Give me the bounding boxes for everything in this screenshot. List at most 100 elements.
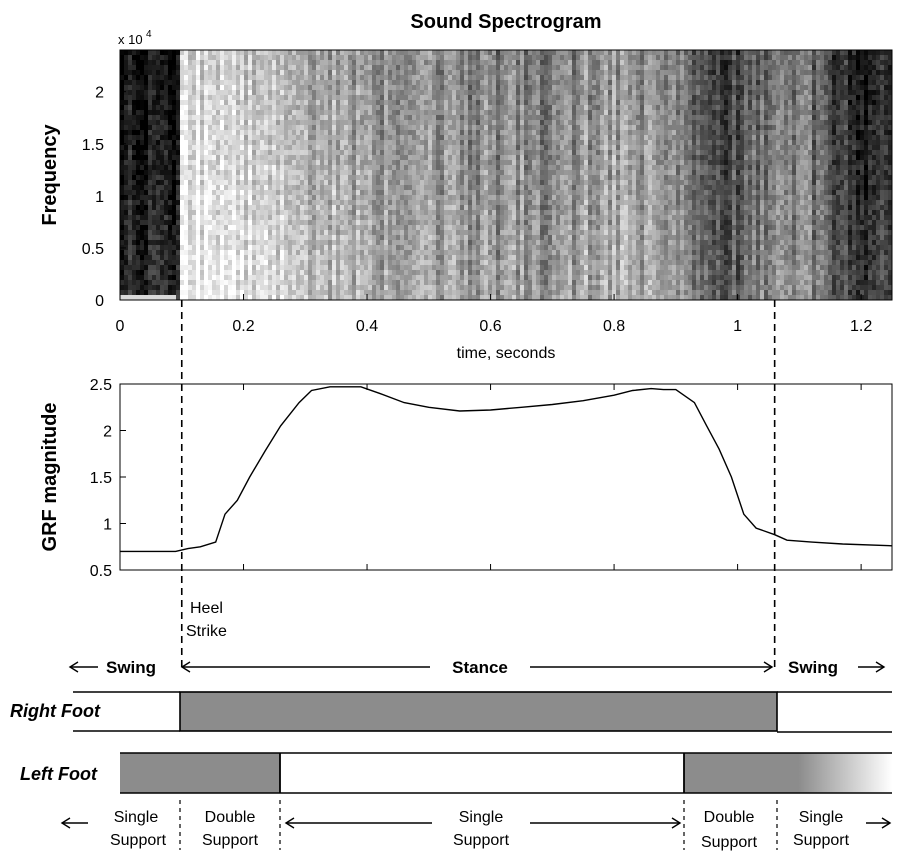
spectrogram-cell bbox=[168, 240, 173, 246]
spectrogram-cell bbox=[484, 240, 489, 246]
spectrogram-cell bbox=[452, 90, 457, 96]
spectrogram-cell bbox=[168, 100, 173, 106]
spectrogram-cell bbox=[212, 255, 217, 261]
spectrogram-cell bbox=[164, 265, 169, 271]
spectrogram-cell bbox=[248, 145, 253, 151]
spectrogram-cell bbox=[140, 85, 145, 91]
spectrogram-cell bbox=[268, 240, 273, 246]
spectrogram-cell bbox=[412, 120, 417, 126]
spectrogram-cell bbox=[516, 230, 521, 236]
spectrogram-cell bbox=[392, 50, 397, 56]
spectrogram-cell bbox=[512, 210, 517, 216]
spectrogram-cell bbox=[256, 100, 261, 106]
spectrogram-cell bbox=[264, 225, 269, 231]
spectrogram-cell bbox=[132, 260, 137, 266]
spectrogram-cell bbox=[484, 250, 489, 256]
spectrogram-cell bbox=[404, 170, 409, 176]
spectrogram-cell bbox=[476, 145, 481, 151]
spectrogram-cell bbox=[216, 180, 221, 186]
spectrogram-cell bbox=[136, 185, 141, 191]
spectrogram-cell bbox=[364, 205, 369, 211]
spectrogram-cell bbox=[140, 165, 145, 171]
spectrogram-cell bbox=[192, 250, 197, 256]
spectrogram-cell bbox=[416, 115, 421, 121]
spectrogram-cell bbox=[336, 165, 341, 171]
spectrogram-cell bbox=[284, 170, 289, 176]
spectrogram-cell bbox=[128, 280, 133, 286]
spectrogram-cell bbox=[260, 230, 265, 236]
spectrogram-cell bbox=[420, 220, 425, 226]
spectrogram-cell bbox=[220, 150, 225, 156]
spectrogram-cell bbox=[288, 245, 293, 251]
spectrogram-cell bbox=[380, 260, 385, 266]
spectrogram-cell bbox=[228, 265, 233, 271]
spectrogram-cell bbox=[276, 210, 281, 216]
spectrogram-cell bbox=[488, 230, 493, 236]
spectrogram-cell bbox=[400, 230, 405, 236]
spectrogram-cell bbox=[324, 195, 329, 201]
spectrogram-cell bbox=[256, 195, 261, 201]
spectrogram-cell bbox=[316, 190, 321, 196]
spectrogram-cell bbox=[512, 255, 517, 261]
spectrogram-cell bbox=[380, 175, 385, 181]
spectrogram-cell bbox=[288, 295, 293, 300]
spectrogram-cell bbox=[292, 155, 297, 161]
spectrogram-cell bbox=[320, 95, 325, 101]
spectrogram-cell bbox=[260, 115, 265, 121]
spectrogram-cell bbox=[240, 115, 245, 121]
spectrogram-cell bbox=[172, 55, 177, 61]
spectrogram-cell bbox=[236, 175, 241, 181]
spectrogram-cell bbox=[340, 70, 345, 76]
spectrogram-cell bbox=[216, 50, 221, 56]
spectrogram-cell bbox=[444, 90, 449, 96]
spectrogram-cell bbox=[452, 130, 457, 136]
spectrogram-cell bbox=[340, 105, 345, 111]
spectrogram-cell bbox=[348, 225, 353, 231]
spectrogram-cell bbox=[256, 110, 261, 116]
spectrogram-cell bbox=[164, 170, 169, 176]
spectrogram-cell bbox=[192, 240, 197, 246]
spectrogram-cell bbox=[396, 75, 401, 81]
spectrogram-cell bbox=[492, 200, 497, 206]
spectrogram-cell bbox=[240, 60, 245, 66]
spectrogram-cell bbox=[236, 200, 241, 206]
spectrogram-cell bbox=[160, 120, 165, 126]
spectrogram-cell bbox=[260, 185, 265, 191]
spectrogram-cell bbox=[388, 100, 393, 106]
spectrogram-cell bbox=[200, 260, 205, 266]
spectrogram-cell bbox=[476, 60, 481, 66]
spectrogram-cell bbox=[360, 235, 365, 241]
spectrogram-cell bbox=[136, 230, 141, 236]
spectrogram-cell bbox=[320, 85, 325, 91]
spectrogram-cell bbox=[120, 105, 125, 111]
spectrogram-cell bbox=[416, 290, 421, 296]
spectrogram-cell bbox=[440, 245, 445, 251]
spectrogram-cell bbox=[396, 80, 401, 86]
spectrogram-cell bbox=[488, 50, 493, 56]
spectrogram-cell bbox=[344, 130, 349, 136]
spectrogram-heatmap bbox=[120, 50, 892, 300]
spectrogram-cell bbox=[288, 135, 293, 141]
spectrogram-cell bbox=[316, 290, 321, 296]
spectrogram-cell bbox=[296, 230, 301, 236]
spectrogram-cell bbox=[264, 180, 269, 186]
spectrogram-cell bbox=[324, 155, 329, 161]
spectrogram-cell bbox=[504, 200, 509, 206]
spectrogram-cell bbox=[364, 215, 369, 221]
spectrogram-cell bbox=[236, 185, 241, 191]
spectrogram-cell bbox=[404, 165, 409, 171]
spectrogram-cell bbox=[148, 240, 153, 246]
spectrogram-cell bbox=[204, 195, 209, 201]
spectrogram-cell bbox=[196, 155, 201, 161]
spectrogram-cell bbox=[332, 245, 337, 251]
spectrogram-cell bbox=[480, 155, 485, 161]
spectrogram-cell bbox=[360, 270, 365, 276]
spectrogram-cell bbox=[232, 200, 237, 206]
spectrogram-cell bbox=[248, 60, 253, 66]
spectrogram-cell bbox=[276, 105, 281, 111]
spectrogram-cell bbox=[240, 265, 245, 271]
spectrogram-cell bbox=[380, 140, 385, 146]
spectrogram-cell bbox=[432, 235, 437, 241]
spectrogram-cell bbox=[344, 220, 349, 226]
spectrogram-cell bbox=[148, 270, 153, 276]
